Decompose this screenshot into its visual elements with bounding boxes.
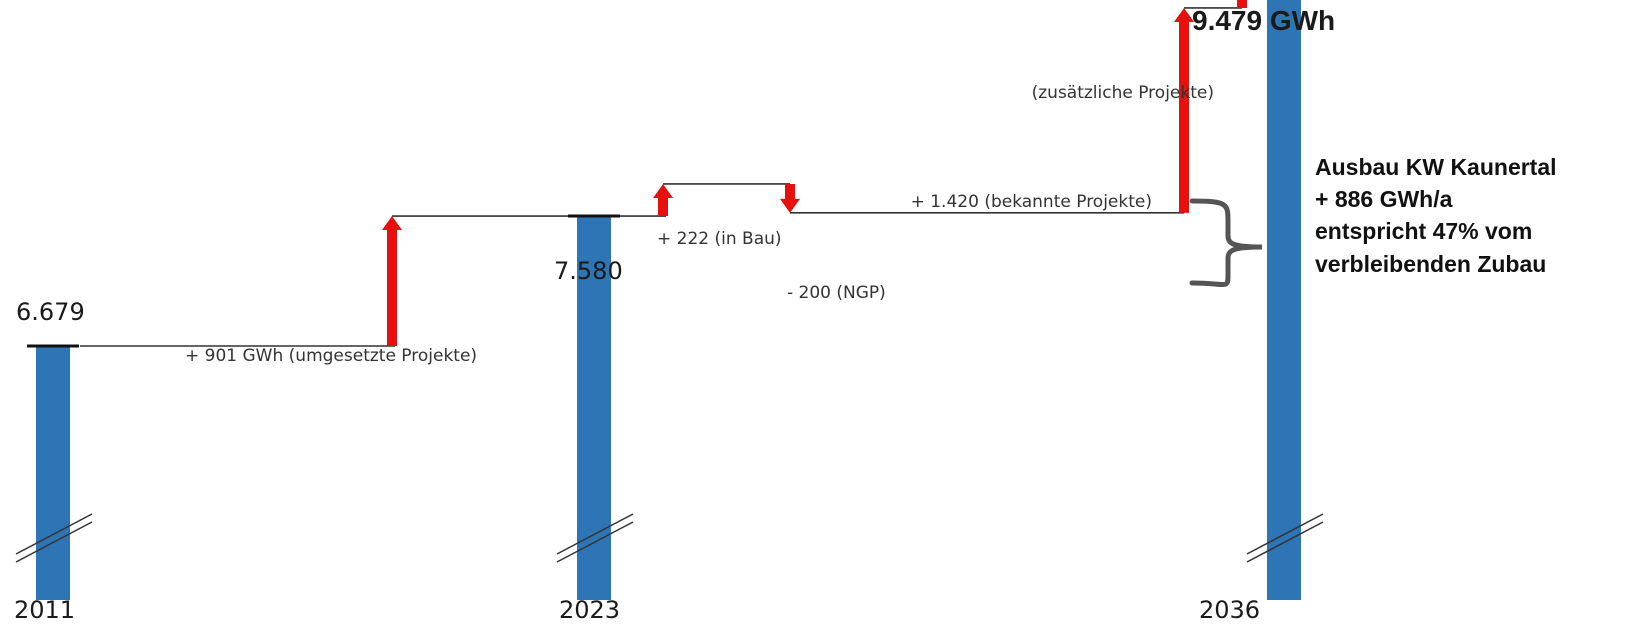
annotation-line-1: Ausbau KW Kaunertal — [1315, 154, 1557, 180]
annotation-line-3: entspricht 47% vom — [1315, 218, 1532, 244]
arrows-layer — [382, 0, 1247, 346]
bars-layer — [15, 0, 1324, 600]
step-label-in-bau: + 222 (in Bau) — [657, 229, 782, 249]
year-label-2023: 2023 — [559, 596, 620, 624]
bar-value-label-2011: 6.679 — [16, 298, 85, 326]
arrow-umgesetzte — [382, 216, 402, 346]
arrow-bekannte — [1174, 7, 1194, 213]
connectors-layer — [80, 7, 1242, 347]
bar-value-label-2023: 7.580 — [554, 257, 623, 285]
arrow-in-bau — [653, 183, 673, 217]
step-label-bekannte: + 1.420 (bekannte Projekte) — [911, 192, 1152, 212]
brace-shape — [1189, 198, 1263, 287]
arrow-ngp — [780, 183, 800, 213]
axis-break-2023-b — [556, 521, 634, 563]
axis-break-2023-a — [556, 513, 634, 555]
bar-2036 — [1267, 0, 1301, 600]
axis-break-2036-b — [1246, 521, 1324, 563]
step-label-zusaetzliche: (zusätzliche Projekte) — [1032, 83, 1214, 103]
arrow-zusaetzliche — [1237, 0, 1247, 8]
year-label-2011: 2011 — [14, 596, 75, 624]
axis-break-2011-a — [15, 513, 93, 555]
annotation-line-4: verbleibenden Zubau — [1315, 251, 1546, 277]
bar-value-label-2036: 9.479 GWh — [1192, 5, 1335, 36]
step-label-ngp: - 200 (NGP) — [787, 283, 886, 303]
year-label-2036: 2036 — [1199, 596, 1260, 624]
axis-break-2011-b — [15, 521, 93, 563]
annotation-line-2: + 886 GWh/a — [1315, 186, 1453, 212]
bar-2011 — [36, 346, 70, 600]
step-label-umgesetzte: + 901 GWh (umgesetzte Projekte) — [185, 346, 477, 366]
axis-break-2036-a — [1246, 513, 1324, 555]
